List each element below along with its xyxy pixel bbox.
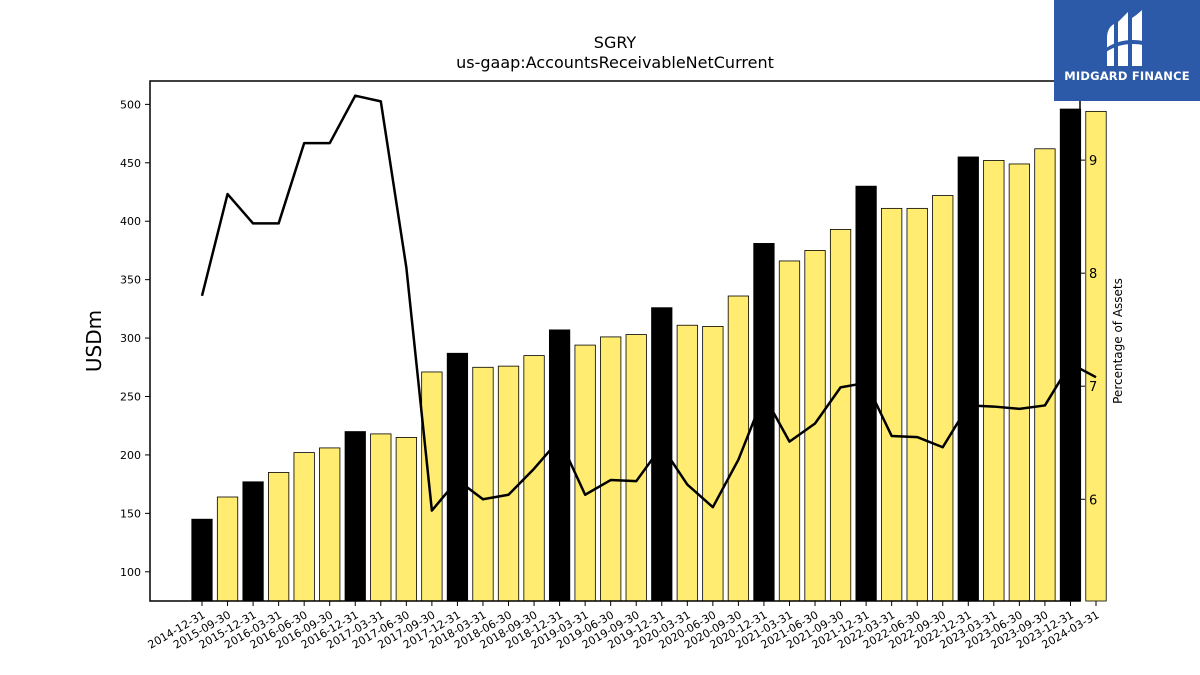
chart-subtitle: us-gaap:AccountsReceivableNetCurrent [456,53,774,72]
y-axis-label: USDm [82,310,106,372]
y-tick-label-350: 350 [120,274,141,287]
bar-2019-09-30 [625,334,647,602]
y2-axis-label: Percentage of Assets [1111,278,1125,404]
bar-2018-09-30 [523,355,545,602]
line-path [200,94,1097,512]
logo: MIDGARD FINANCE [1054,0,1200,101]
bar-2021-12-31 [855,185,877,602]
bar-2018-03-31 [472,366,494,602]
bar-2020-06-30 [702,325,724,602]
y-tick-label-200: 200 [120,449,141,462]
bar-2018-12-31 [548,329,571,602]
plot-frame [149,80,1081,602]
bar-2023-06-30 [1008,163,1030,602]
bar-2017-09-30 [421,371,443,602]
bar-2016-12-31 [344,431,366,602]
y2-tick-label-9: 9 [1089,154,1097,169]
bar-2016-06-30 [293,452,315,602]
bar-2015-09-30 [216,496,239,602]
y-tick-label-500: 500 [120,98,141,111]
bar-2022-09-30 [932,195,954,602]
y-tick-label-450: 450 [120,157,141,170]
bar-2023-12-31 [1059,108,1082,602]
y2-tick-label-6: 6 [1089,493,1097,508]
y2-tick-label-8: 8 [1089,267,1097,282]
y-tick-label-250: 250 [120,391,141,404]
bar-2015-12-31 [242,481,264,602]
bar-2014-12-31 [191,518,213,602]
bar-2020-12-31 [753,243,775,602]
line-series [200,94,1097,512]
y-tick-label-100: 100 [120,566,141,579]
bar-2021-06-30 [804,250,826,602]
bar-2020-09-30 [727,295,750,602]
bar-2021-09-30 [829,229,852,602]
bar-series [191,108,1107,602]
bar-2022-03-31 [881,207,903,602]
y-tick-label-300: 300 [120,332,141,345]
logo-text: MIDGARD FINANCE [1064,69,1190,83]
bar-2019-03-31 [574,344,596,602]
bar-2017-12-31 [446,352,469,602]
y-tick-label-400: 400 [120,215,141,228]
bar-2022-12-31 [957,156,979,602]
midgard-logo-icon [1106,10,1148,66]
bar-2016-09-30 [319,447,341,602]
bar-2016-03-31 [268,472,290,602]
bar-2019-06-30 [600,336,622,602]
chart-title: SGRY [594,33,637,52]
bar-2023-09-30 [1034,148,1056,602]
bar-2023-03-31 [983,160,1005,602]
y2-tick-label-7: 7 [1089,380,1097,395]
y-tick-label-150: 150 [120,507,141,520]
bar-2017-03-31 [370,433,392,602]
bar-2020-03-31 [676,324,698,602]
bar-2017-06-30 [395,437,417,602]
bar-2024-03-31 [1085,110,1107,602]
bar-2022-06-30 [906,207,928,602]
bar-2018-06-30 [497,365,520,602]
